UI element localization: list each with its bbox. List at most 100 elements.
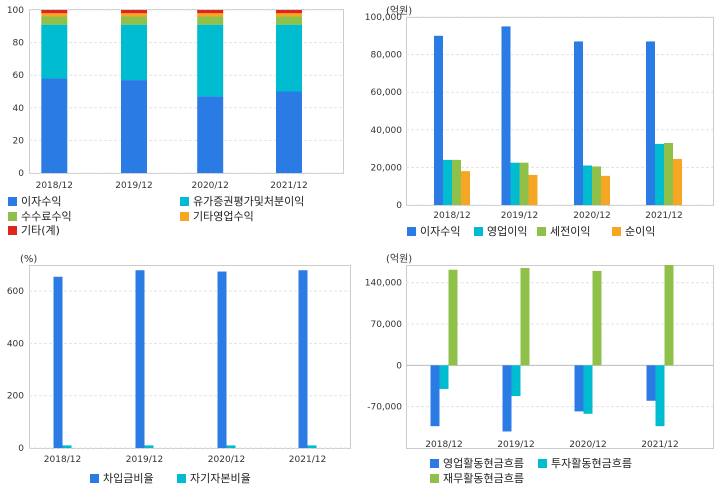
x-tick-label: 2020/12 [573,211,610,221]
bar-기타(계) [41,10,68,14]
x-tick-label: 2021/12 [270,181,307,191]
bar-차입금비율 [135,270,145,448]
bar-재무활동현금흐름 [664,265,674,366]
legend-swatch [180,212,189,221]
bar-수수료수익 [121,16,147,25]
legend-label: 투자활동현금흐름 [551,456,632,470]
legend-swatch [8,197,17,206]
legend-swatch [474,227,483,236]
bar-수수료수익 [41,16,68,25]
bar-차입금비율 [217,271,227,448]
x-tick-label: 2018/12 [44,455,81,465]
bar-유가증권평가및처분이익 [41,24,68,79]
bar-차입금비율 [53,276,63,448]
legend-swatch [180,197,189,206]
legend-label: 재무활동현금흐름 [443,471,524,485]
x-tick-label: 2021/12 [641,440,678,450]
bar-영업이익 [583,165,592,205]
bar-영업활동현금흐름 [574,365,584,412]
y-tick-label: 70,000 [371,320,403,330]
bar-기타영업수익 [121,13,147,17]
bar-이자수익 [197,96,224,173]
chart-panel-revenue-mix: 2018/12 2019/12 2020/12 2021/12 0 20 40 60 80 10… [0,0,360,248]
bar-이자수익 [574,41,583,205]
y-tick-label: 40 [13,104,25,114]
bar-재무활동현금흐름 [592,270,602,366]
legend-swatch [612,227,621,236]
bar-순이익 [673,158,682,205]
bar-유가증권평가및처분이익 [197,24,224,97]
legend-swatch [430,459,439,468]
legend-swatch [407,227,416,236]
bar-수수료수익 [276,16,302,25]
y-tick-label: 80,000 [371,51,403,61]
y-tick-label: -70,000 [367,403,402,413]
y-tick-label: 60 [13,71,25,81]
bar-이자수익 [646,41,655,205]
legend-label: 수수료수익 [21,210,72,223]
legend-swatch [90,474,99,483]
legend-label: 세전이익 [550,225,590,238]
y-tick-label: 100,000 [365,13,402,23]
bar-영업이익 [443,159,452,205]
bar-차입금비율 [298,270,308,448]
legend-swatch [538,459,547,468]
legend-label: 이자수익 [21,195,61,208]
bar-순이익 [601,175,610,205]
bar-이자수익 [501,26,511,206]
bar-기타(계) [197,10,224,14]
x-tick-label: 2019/12 [126,455,163,465]
bar-재무활동현금흐름 [520,267,530,366]
bar-투자활동현금흐름 [583,365,593,414]
x-tick-label: 2020/12 [208,455,245,465]
x-tick-label: 2018/12 [36,181,73,191]
bar-이자수익 [434,35,443,205]
y-tick-label: 200 [7,392,24,402]
x-tick-label: 2021/12 [645,211,682,221]
legend-swatch [430,474,439,483]
ratio-chart: (%) 2018/12 2019/12 2020/12 2021/12 0 200 400… [7,254,351,485]
bar-영업이익 [510,162,520,205]
unit-label: (%) [20,254,37,265]
plot-frame [406,265,714,449]
bar-투자활동현금흐름 [511,365,521,397]
bar-기타영업수익 [41,13,68,17]
bar-이자수익 [121,80,147,173]
bar-순이익 [461,171,470,205]
bar-자기자본비율 [62,445,72,448]
bar-수수료수익 [197,16,224,25]
legend-label: 영업활동현금흐름 [443,456,524,470]
legend-label: 자기자본비율 [190,472,251,485]
y-tick-label: 20,000 [371,163,403,173]
bar-영업활동현금흐름 [646,365,656,401]
bar-유가증권평가및처분이익 [276,24,302,92]
y-tick-label: 0 [18,169,24,179]
revenue-mix-chart: 2018/12 2019/12 2020/12 2021/12 0 20 40 60 80 10… [7,6,344,237]
legend-label: 기타(계) [21,224,60,237]
bar-자기자본비율 [307,445,317,448]
bar-기타(계) [276,10,302,14]
chart-panel-ratios: (%) 2018/12 2019/12 2020/12 2021/12 0 200 400… [0,248,360,496]
chart-panel-cashflow: (억원) 2018/12 2019/12 2020/12 2021/12 -70,00… [360,248,720,496]
bar-세전이익 [519,162,529,205]
y-tick-label: 600 [7,287,24,297]
chart-panel-income: (억원) 2018/12 2019/12 2020/12 2021/12 0 20,00… [360,0,720,248]
x-tick-label: 2019/12 [497,440,534,450]
bar-자기자본비율 [226,445,236,448]
y-tick-label: 0 [396,201,402,211]
bar-이자수익 [41,78,68,173]
legend-swatch [8,212,17,221]
x-tick-label: 2020/12 [569,440,606,450]
legend-swatch [8,226,17,235]
bar-기타(계) [121,10,147,14]
y-tick-label: 100 [7,6,24,16]
bar-자기자본비율 [144,445,154,448]
legend-label: 차입금비율 [103,472,154,485]
bar-영업이익 [655,143,664,205]
legend-swatch [537,227,546,236]
y-tick-label: 20 [13,136,25,146]
bar-세전이익 [664,142,673,205]
y-tick-label: 80 [13,39,25,49]
y-tick-label: 0 [18,444,24,454]
plot-frame [406,17,714,206]
